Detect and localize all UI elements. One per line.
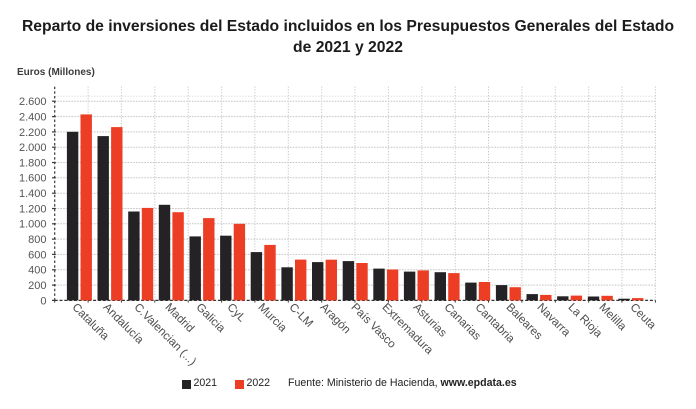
svg-text:2.400: 2.400 xyxy=(19,112,47,124)
svg-text:600: 600 xyxy=(28,249,46,261)
svg-text:400: 400 xyxy=(28,265,46,277)
svg-text:2.200: 2.200 xyxy=(19,127,47,139)
svg-text:Galicia: Galicia xyxy=(193,301,228,336)
svg-text:1.400: 1.400 xyxy=(19,188,47,200)
svg-text:0: 0 xyxy=(40,295,46,307)
svg-text:1.200: 1.200 xyxy=(19,203,47,215)
svg-text:1.800: 1.800 xyxy=(19,157,47,169)
svg-text:2.000: 2.000 xyxy=(19,142,47,154)
svg-text:200: 200 xyxy=(28,280,46,292)
svg-text:2.600: 2.600 xyxy=(19,96,47,108)
svg-text:800: 800 xyxy=(28,234,46,246)
svg-text:1.000: 1.000 xyxy=(19,219,47,231)
svg-text:Ceuta: Ceuta xyxy=(627,301,658,332)
svg-text:Aragón: Aragón xyxy=(317,301,353,337)
svg-text:C-LM: C-LM xyxy=(286,301,315,330)
svg-text:Murcia: Murcia xyxy=(255,301,289,335)
svg-text:CyL: CyL xyxy=(224,301,248,325)
svg-text:1.600: 1.600 xyxy=(19,173,47,185)
